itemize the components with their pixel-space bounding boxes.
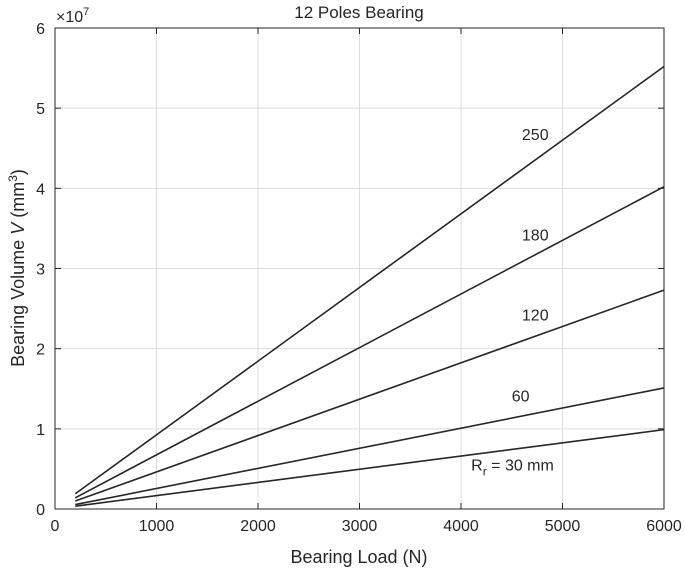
- y-axis-label: Bearing Volume V (mm3): [6, 169, 28, 367]
- series-label-0: 250: [522, 127, 549, 144]
- y-tick-label: 2: [36, 342, 45, 359]
- x-tick-label: 6000: [646, 518, 682, 535]
- series-label-1: 180: [522, 227, 549, 244]
- series-label-3: 60: [512, 389, 530, 406]
- series-line-3: [75, 387, 665, 506]
- plot-frame: [54, 27, 665, 510]
- y-tick-label: 4: [36, 181, 45, 198]
- y-tick-label: 0: [36, 502, 45, 519]
- series-lines: [74, 65, 665, 507]
- series-line-1: [74, 186, 665, 499]
- x-tick-label: 0: [51, 518, 60, 535]
- x-tick-labels: 0 1000 2000 3000 4000 5000 6000: [51, 518, 682, 535]
- x-tick-label: 4000: [443, 518, 479, 535]
- y-tick-label: 3: [36, 262, 45, 279]
- y-tick-label: 6: [36, 21, 45, 38]
- series-line-2: [75, 289, 665, 502]
- series-labels: 250 180 120 60 Rr = 30 mm: [471, 127, 554, 478]
- y-tick-labels: 0 1 2 3 4 5 6: [36, 21, 45, 519]
- series-line-4: [75, 428, 665, 507]
- series-line-0: [74, 65, 665, 495]
- series-label-4: Rr = 30 mm: [471, 458, 554, 479]
- x-tick-label: 5000: [545, 518, 581, 535]
- x-tick-label: 2000: [240, 518, 276, 535]
- series-label-2: 120: [522, 308, 549, 325]
- y-multiplier: ×107: [56, 6, 89, 26]
- x-tick-label: 3000: [342, 518, 378, 535]
- y-tick-label: 5: [36, 101, 45, 118]
- y-tick-label: 1: [36, 422, 45, 439]
- x-axis-label: Bearing Load (N): [290, 547, 427, 567]
- x-tick-label: 1000: [139, 518, 175, 535]
- chart-title: 12 Poles Bearing: [294, 3, 423, 22]
